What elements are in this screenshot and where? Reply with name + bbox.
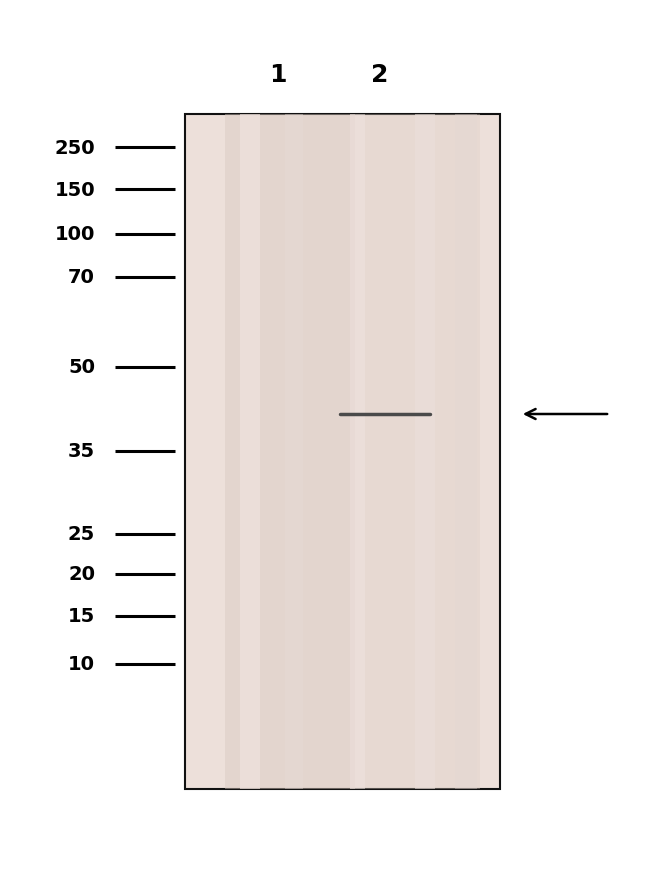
Text: 250: 250 — [55, 138, 95, 157]
Bar — [455, 115, 477, 789]
Bar — [350, 115, 480, 789]
Bar — [225, 115, 355, 789]
Text: 70: 70 — [68, 269, 95, 287]
Bar — [415, 115, 435, 789]
Text: 15: 15 — [68, 607, 95, 626]
Bar — [285, 115, 303, 789]
Bar — [350, 115, 365, 789]
Text: 20: 20 — [68, 565, 95, 584]
Text: 2: 2 — [371, 63, 389, 87]
Text: 10: 10 — [68, 654, 95, 673]
Text: 1: 1 — [269, 63, 287, 87]
Text: 25: 25 — [68, 525, 95, 544]
Text: 150: 150 — [55, 180, 95, 199]
Text: 35: 35 — [68, 442, 95, 461]
Bar — [240, 115, 260, 789]
Bar — [185, 115, 500, 789]
Text: 100: 100 — [55, 225, 95, 244]
Text: 50: 50 — [68, 358, 95, 377]
